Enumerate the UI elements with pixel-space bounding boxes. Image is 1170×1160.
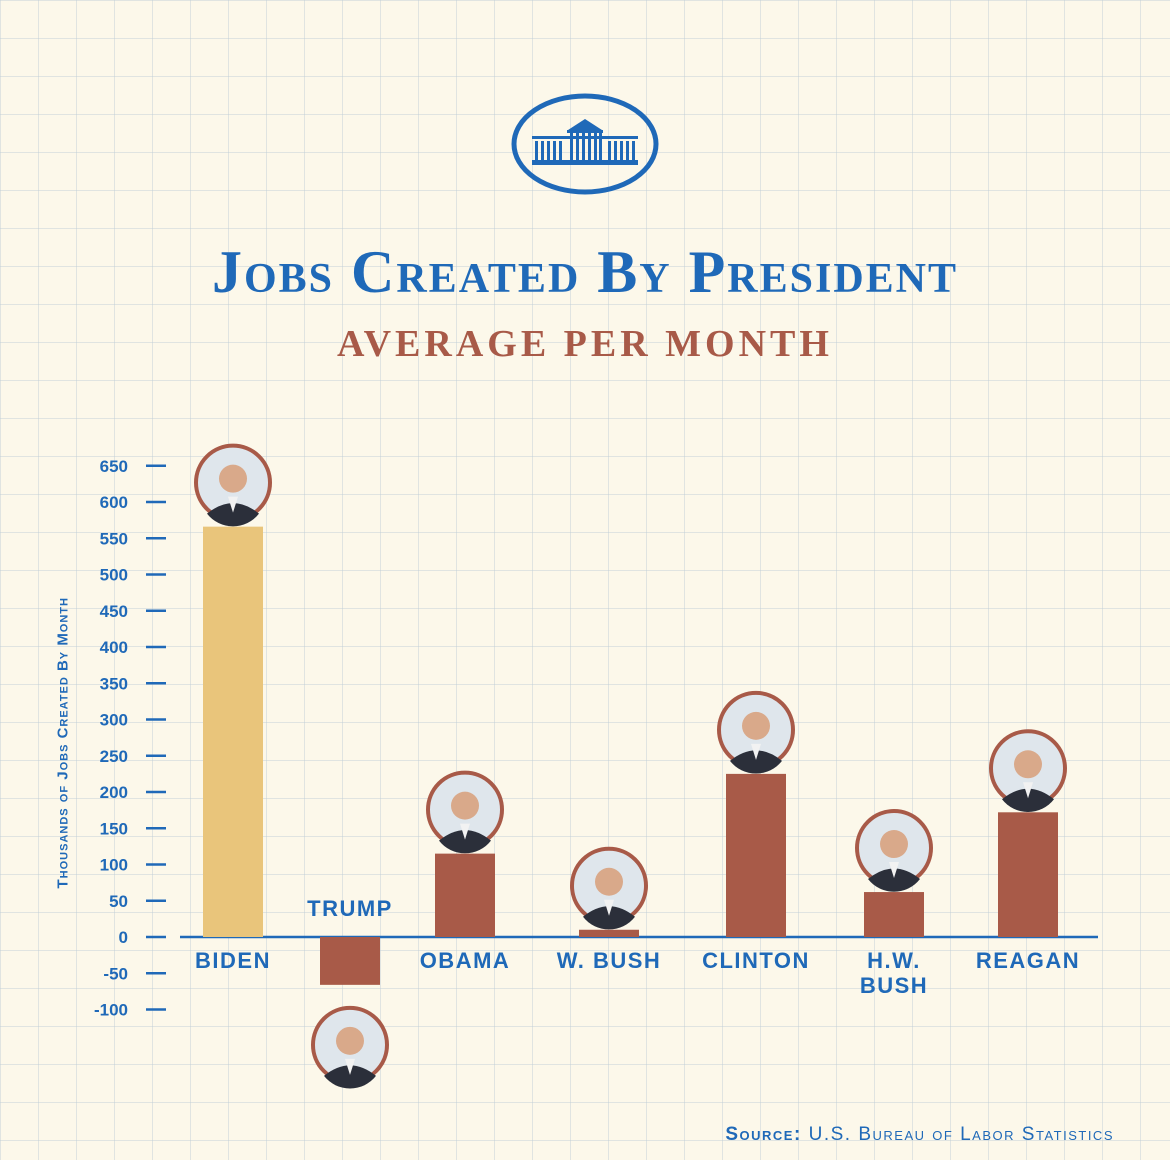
y-tick-label: 400	[100, 638, 128, 657]
president-portrait	[311, 1005, 389, 1089]
y-tick-label: 600	[100, 493, 128, 512]
bar	[435, 853, 495, 937]
bar	[998, 812, 1058, 937]
y-tick-label: 100	[100, 856, 128, 875]
y-tick-label: 0	[119, 928, 128, 947]
chart-title: Jobs Created By President	[211, 239, 959, 305]
source-label: Source:	[725, 1124, 802, 1145]
white-house-logo	[511, 93, 659, 195]
category-label: TRUMP	[307, 896, 393, 921]
y-tick-label: 300	[100, 711, 128, 730]
president-portrait	[989, 729, 1067, 812]
category-label: CLINTON	[702, 948, 810, 973]
y-tick-label: 650	[100, 457, 128, 476]
source-text: U.S. Bureau of Labor Statistics	[808, 1124, 1114, 1145]
bar	[864, 892, 924, 937]
president-portrait	[717, 690, 795, 774]
y-tick-label: 550	[100, 529, 128, 548]
y-tick-label: 50	[109, 892, 128, 911]
y-tick-label: -100	[94, 1001, 128, 1020]
y-tick-label: 150	[100, 819, 128, 838]
category-label: H.W.	[867, 948, 921, 973]
category-label: OBAMA	[420, 948, 511, 973]
category-label: BUSH	[860, 973, 928, 998]
source-note: Source: U.S. Bureau of Labor Statistics	[725, 1124, 1114, 1146]
y-tick-label: 200	[100, 783, 128, 802]
category-label: REAGAN	[976, 948, 1080, 973]
y-tick-label: 250	[100, 747, 128, 766]
y-tick-label: -50	[103, 964, 128, 983]
bar	[320, 937, 380, 985]
category-label: W. BUSH	[557, 948, 662, 973]
y-tick-label: 500	[100, 566, 128, 585]
president-portrait	[194, 443, 272, 527]
president-portrait	[855, 809, 933, 892]
bar	[203, 526, 263, 937]
president-portrait	[426, 770, 504, 854]
bar	[726, 773, 786, 937]
bar	[579, 929, 639, 937]
y-tick-label: 450	[100, 602, 128, 621]
chart-subtitle: AVERAGE PER MONTH	[337, 323, 833, 365]
president-portrait	[570, 846, 648, 930]
category-label: BIDEN	[195, 948, 271, 973]
y-tick-label: 350	[100, 674, 128, 693]
